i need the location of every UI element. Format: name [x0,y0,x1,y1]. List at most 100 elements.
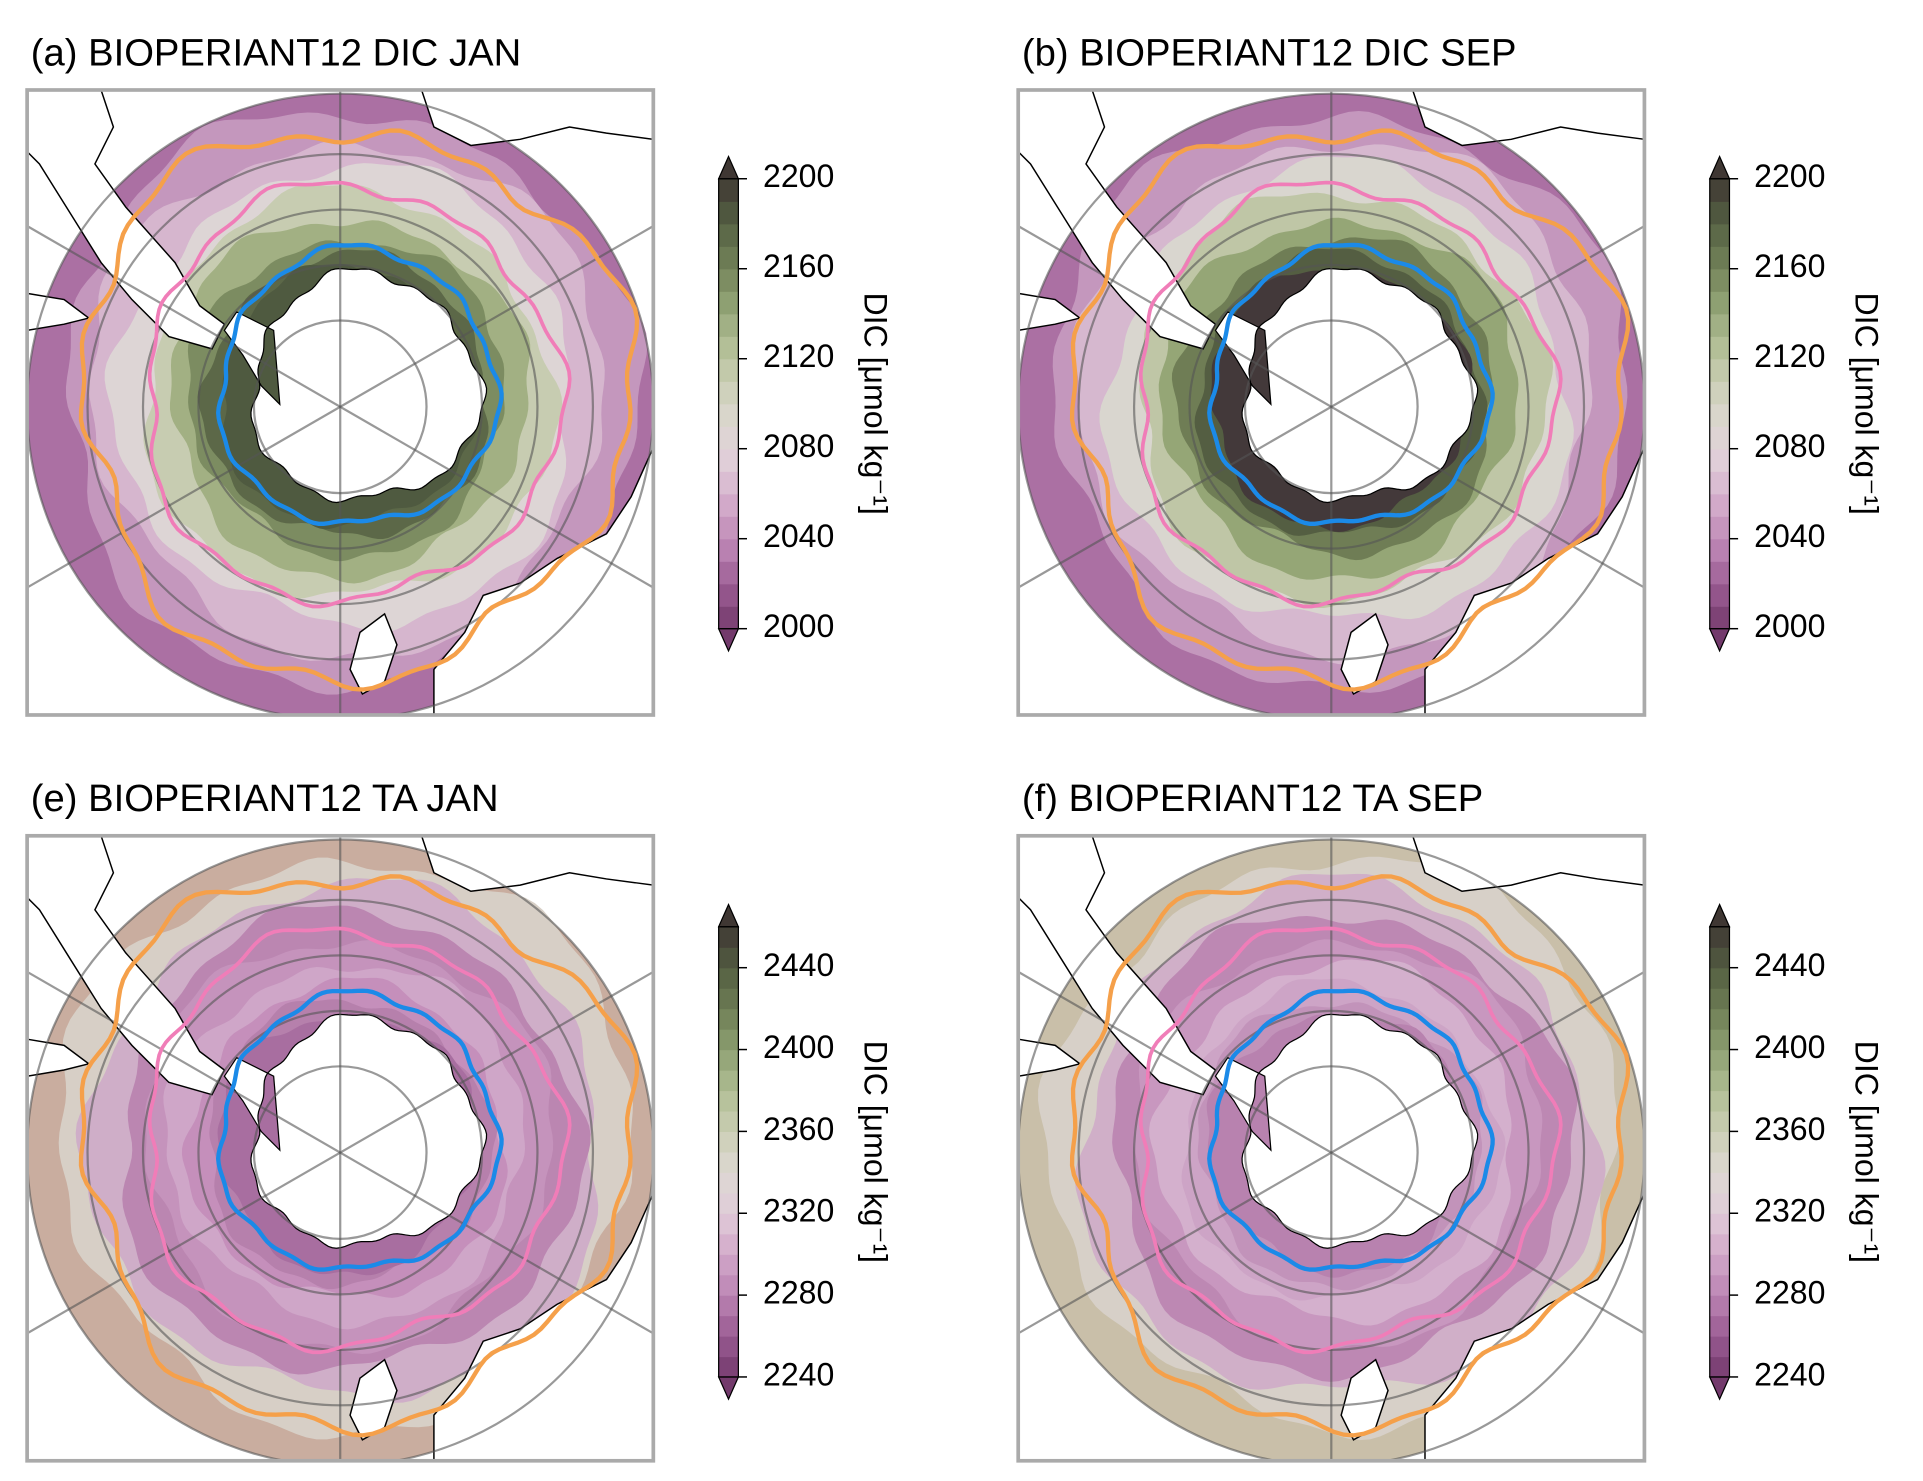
colorbar-band [1709,561,1730,585]
colorbar-band [718,926,739,948]
land [420,835,654,893]
colorbar-band [1709,538,1730,562]
colorbar-band [718,246,739,270]
colorbar-tick-label: 2080 [1754,428,1825,464]
front-orange [78,874,640,1438]
colorbar-tick-label: 2320 [1754,1193,1825,1229]
colorbar-band [1709,1356,1730,1378]
colorbar-label: DIC [μmol kg⁻¹] [1848,293,1884,515]
colorbar-band [1709,583,1730,607]
panel: (f) BIOPERIANT12 TA SEP22402280232023602… [1016,777,1884,1463]
colorbar-band [718,403,739,427]
colorbar-band [718,268,739,292]
land [420,89,654,147]
map [25,88,656,717]
map-content [27,89,654,715]
colorbar-band [1709,1151,1730,1173]
colorbar-band [1709,967,1730,989]
panel-title: (b) BIOPERIANT12 DIC SEP [1022,31,1517,74]
colorbar-band [718,201,739,225]
colorbar: 2240 2280 2320 2360 2400 2440 DIC [μmol kg⁻¹] [1708,903,1884,1401]
colorbar-band [718,606,739,630]
colorbar-band [718,1131,739,1153]
front-blue [216,988,504,1272]
colorbar-tick-label: 2400 [1754,1029,1825,1065]
colorbar-tick-label: 2440 [1754,947,1825,983]
graticule-meridian [1018,970,1645,1335]
colorbar-tick-label: 2400 [763,1029,834,1065]
colorbar-band [718,493,739,517]
colorbar-band [1709,403,1730,427]
colorbar-band [718,381,739,405]
colorbar-band [1709,313,1730,337]
colorbar-band [718,1172,739,1194]
map-content [1018,89,1645,715]
land [1018,1038,1082,1077]
colorbar-band [1709,1213,1730,1235]
colorbar-band [1709,1336,1730,1358]
colorbar-extend-min [717,628,740,653]
colorbar-band [718,1356,739,1378]
colorbar-band [1709,246,1730,270]
colorbar-band [718,561,739,585]
colorbar-band [1709,516,1730,540]
colorbar-band [1709,448,1730,472]
map-content [27,835,654,1461]
panel-title: (f) BIOPERIANT12 TA SEP [1022,777,1483,820]
colorbar-tick-label: 2000 [763,608,834,644]
colorbar-frame [1709,178,1731,630]
colorbar-band [1709,1233,1730,1255]
land [1018,292,1082,332]
colorbar: 2000 2040 2080 2120 2160 2200 DIC [μmol kg⁻¹] [717,155,893,653]
colorbar-frame [1709,926,1731,1378]
antarctica [223,1013,488,1249]
colorbar-tick-label: 2240 [1754,1356,1825,1392]
colorbar-band [1709,1090,1730,1112]
colorbar-tick-label: 2000 [1754,608,1825,644]
colorbar-band [718,1315,739,1337]
land [27,292,91,332]
colorbar-band [1709,201,1730,225]
colorbar-band [1709,1049,1730,1071]
colorbar-band [718,1295,739,1317]
graticule-meridian [1018,224,1645,589]
colorbar-band [718,358,739,382]
colorbar-label: DIC [μmol kg⁻¹] [1848,1041,1884,1263]
colorbar-band [1709,268,1730,292]
antarctica [1214,1013,1479,1249]
colorbar-band [718,1070,739,1092]
colorbar-band [1709,947,1730,969]
colorbar-label: DIC [μmol kg⁻¹] [857,293,893,515]
panel: (a) BIOPERIANT12 DIC JAN 2000 2040 2080 2120… [25,31,893,717]
colorbar-band [1709,223,1730,247]
colorbar-band [1709,1070,1730,1092]
colorbar-band [718,967,739,989]
map [25,833,656,1463]
colorbar-band [718,223,739,247]
panel-title: (a) BIOPERIANT12 DIC JAN [31,31,521,74]
colorbar-band [1709,1254,1730,1276]
antarctica [1214,267,1479,504]
colorbar-extend-max [717,903,740,928]
front-orange [1069,128,1631,692]
colorbar-tick-label: 2080 [763,428,834,464]
colorbar-band [1709,426,1730,450]
colorbar-tick-label: 2280 [1754,1275,1825,1311]
colorbar-band [718,291,739,315]
land [1411,89,1645,147]
colorbar-band [718,426,739,450]
panel-title: (e) BIOPERIANT12 TA JAN [31,777,499,820]
colorbar-band [1709,988,1730,1010]
colorbar-band [718,988,739,1010]
colorbar-band [1709,381,1730,405]
colorbar-band [718,1233,739,1255]
colorbar-extend-max [1708,903,1731,928]
colorbar-tick-label: 2160 [763,248,834,284]
colorbar-label: DIC [μmol kg⁻¹] [857,1041,893,1263]
colorbar: 2240 2280 2320 2360 2400 2440 DIC [μmol kg⁻¹] [717,903,893,1401]
colorbar-band [1709,1110,1730,1133]
map-frame [1016,833,1647,1463]
map [1016,88,1647,717]
graticule-meridian [27,224,654,589]
colorbar-tick-label: 2160 [1754,248,1825,284]
